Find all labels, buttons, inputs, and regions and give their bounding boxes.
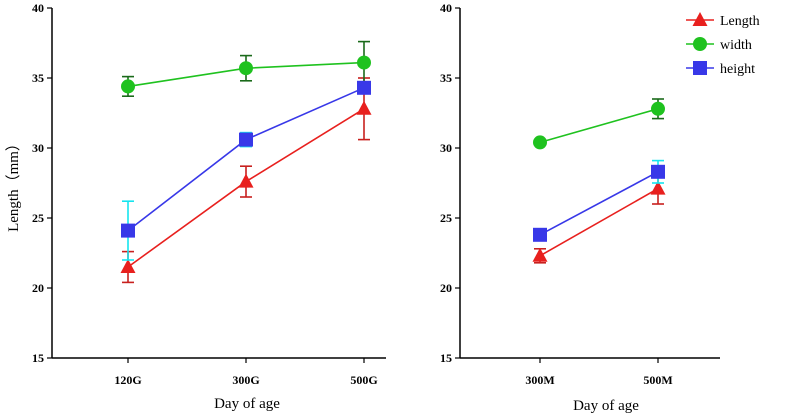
y-tick-label: 20 bbox=[32, 281, 44, 295]
data-point bbox=[533, 227, 547, 242]
y-tick-label: 25 bbox=[32, 211, 44, 225]
series-width bbox=[121, 40, 371, 97]
x-tick-label: 300M bbox=[525, 373, 554, 387]
legend-marker bbox=[692, 12, 708, 26]
y-tick-label: 30 bbox=[32, 141, 44, 155]
data-point bbox=[650, 180, 666, 195]
series-width bbox=[533, 98, 665, 150]
legend-label: Length bbox=[720, 14, 760, 29]
data-point bbox=[121, 223, 135, 238]
chart-legend: Length width height bbox=[686, 12, 760, 77]
right-chart: 15 20 25 30 35 40 300M 500M Day of age bbox=[440, 1, 720, 414]
y-tick-label: 20 bbox=[440, 281, 452, 295]
series-line bbox=[539, 171, 659, 236]
data-point bbox=[239, 132, 253, 147]
left-chart: 15 20 25 30 35 40 120G 300G 500G Day of age Leng… bbox=[5, 1, 386, 412]
data-point bbox=[532, 247, 548, 262]
right-x-axis-title: Day of age bbox=[573, 398, 639, 414]
data-point bbox=[651, 164, 665, 179]
series-line bbox=[539, 187, 659, 257]
data-point bbox=[121, 79, 135, 94]
y-tick-label: 15 bbox=[440, 351, 452, 365]
data-point bbox=[238, 173, 254, 188]
data-point bbox=[651, 101, 665, 116]
legend-item-height: height bbox=[686, 61, 755, 77]
data-point bbox=[357, 55, 371, 70]
data-point bbox=[533, 135, 547, 150]
legend-item-length: Length bbox=[686, 12, 760, 29]
legend-label: width bbox=[720, 38, 752, 53]
x-tick-label: 500G bbox=[350, 373, 377, 387]
y-tick-label: 25 bbox=[440, 211, 452, 225]
left-x-axis-title: Day of age bbox=[214, 396, 280, 412]
legend-marker bbox=[693, 37, 707, 51]
data-point bbox=[120, 259, 136, 273]
series-line bbox=[539, 108, 659, 144]
series-length bbox=[532, 172, 666, 264]
series-height bbox=[121, 80, 371, 261]
legend-marker bbox=[693, 61, 707, 75]
legend-item-width: width bbox=[686, 37, 752, 53]
y-tick-label: 30 bbox=[440, 141, 452, 155]
right-plot-area: 15 20 25 30 35 40 300M 500M bbox=[440, 1, 720, 387]
y-tick-label: 40 bbox=[32, 1, 44, 15]
series-length bbox=[120, 77, 372, 284]
legend-label: height bbox=[720, 62, 755, 77]
series-line bbox=[127, 87, 365, 232]
left-plot-area: 15 20 25 30 35 40 120G 300G 500G bbox=[32, 1, 386, 387]
x-tick-label: 300G bbox=[232, 373, 259, 387]
data-point bbox=[357, 80, 371, 95]
y-tick-label: 15 bbox=[32, 351, 44, 365]
series-height bbox=[533, 159, 665, 242]
y-tick-label: 35 bbox=[32, 71, 44, 85]
x-tick-label: 120G bbox=[114, 373, 141, 387]
y-tick-label: 35 bbox=[440, 71, 452, 85]
x-tick-label: 500M bbox=[643, 373, 672, 387]
y-tick-label: 40 bbox=[440, 1, 452, 15]
data-point bbox=[239, 61, 253, 76]
left-y-axis-title: Length（mm） bbox=[5, 136, 22, 232]
data-point bbox=[356, 100, 372, 115]
